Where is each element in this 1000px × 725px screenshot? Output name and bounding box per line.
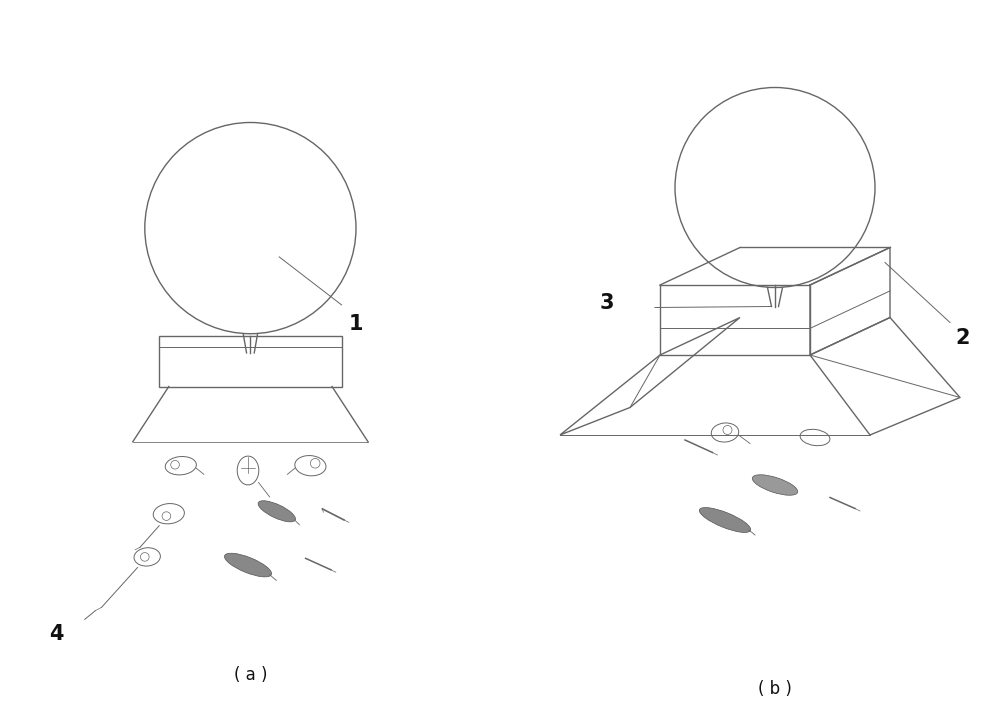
Ellipse shape <box>699 507 751 532</box>
Text: 1: 1 <box>349 315 363 334</box>
Text: ( a ): ( a ) <box>234 666 267 684</box>
Bar <box>159 336 342 386</box>
Text: ( b ): ( b ) <box>758 679 792 697</box>
Ellipse shape <box>752 475 798 495</box>
Text: 2: 2 <box>955 328 970 347</box>
Ellipse shape <box>224 553 272 577</box>
Ellipse shape <box>258 501 296 522</box>
Text: 4: 4 <box>49 624 63 644</box>
Text: 3: 3 <box>600 292 614 312</box>
